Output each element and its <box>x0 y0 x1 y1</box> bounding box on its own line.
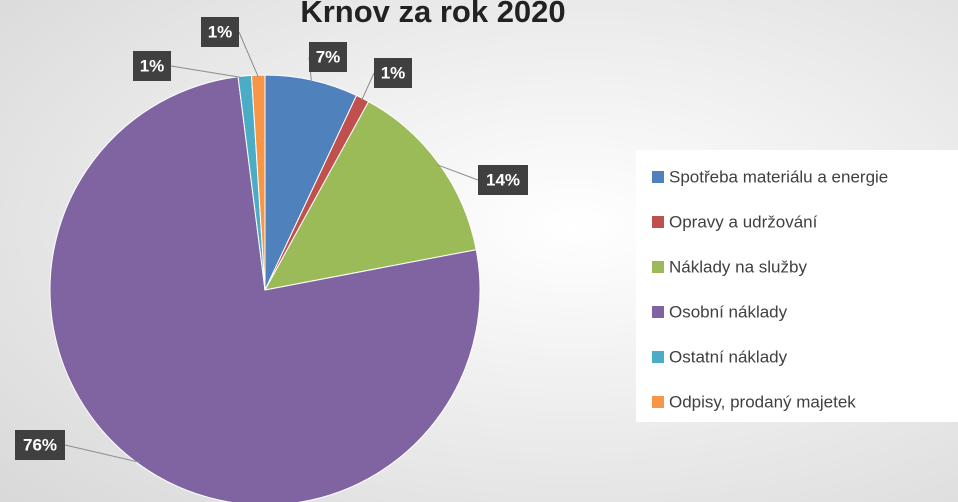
data-label: 76% <box>23 435 57 454</box>
data-label: 7% <box>316 47 341 66</box>
leader-line <box>64 444 140 463</box>
data-label: 14% <box>486 170 520 189</box>
legend-label: Odpisy, prodaný majetek <box>669 392 856 411</box>
data-label: 1% <box>140 56 165 75</box>
data-label-box <box>478 165 528 195</box>
leader-line <box>238 31 259 78</box>
legend-label: Osobní náklady <box>669 302 788 321</box>
pie-slice <box>49 76 481 502</box>
legend-box <box>636 150 958 422</box>
pie-slice <box>264 100 477 291</box>
legend-label: Náklady na služby <box>669 257 807 276</box>
leader-line <box>437 164 479 181</box>
data-label-box <box>15 430 65 460</box>
legend-swatch <box>652 351 664 363</box>
legend-swatch <box>652 171 664 183</box>
data-label-box <box>201 17 239 47</box>
leader-line <box>361 72 375 101</box>
legend-swatch <box>652 396 664 408</box>
data-label-box <box>374 58 412 88</box>
data-label-box <box>133 51 171 81</box>
legend-label: Opravy a udržování <box>669 212 818 231</box>
data-label-box <box>309 42 347 72</box>
chart-title: Krnov za rok 2020 <box>300 0 565 29</box>
legend-swatch <box>652 216 664 228</box>
legend-label: Spotřeba materiálu a energie <box>669 167 888 186</box>
pie-slice <box>250 74 266 291</box>
leader-line <box>170 65 246 79</box>
data-label: 1% <box>381 63 406 82</box>
data-label: 1% <box>208 22 233 41</box>
legend-swatch <box>652 306 664 318</box>
legend-swatch <box>652 261 664 273</box>
legend-label: Ostatní náklady <box>669 347 788 366</box>
